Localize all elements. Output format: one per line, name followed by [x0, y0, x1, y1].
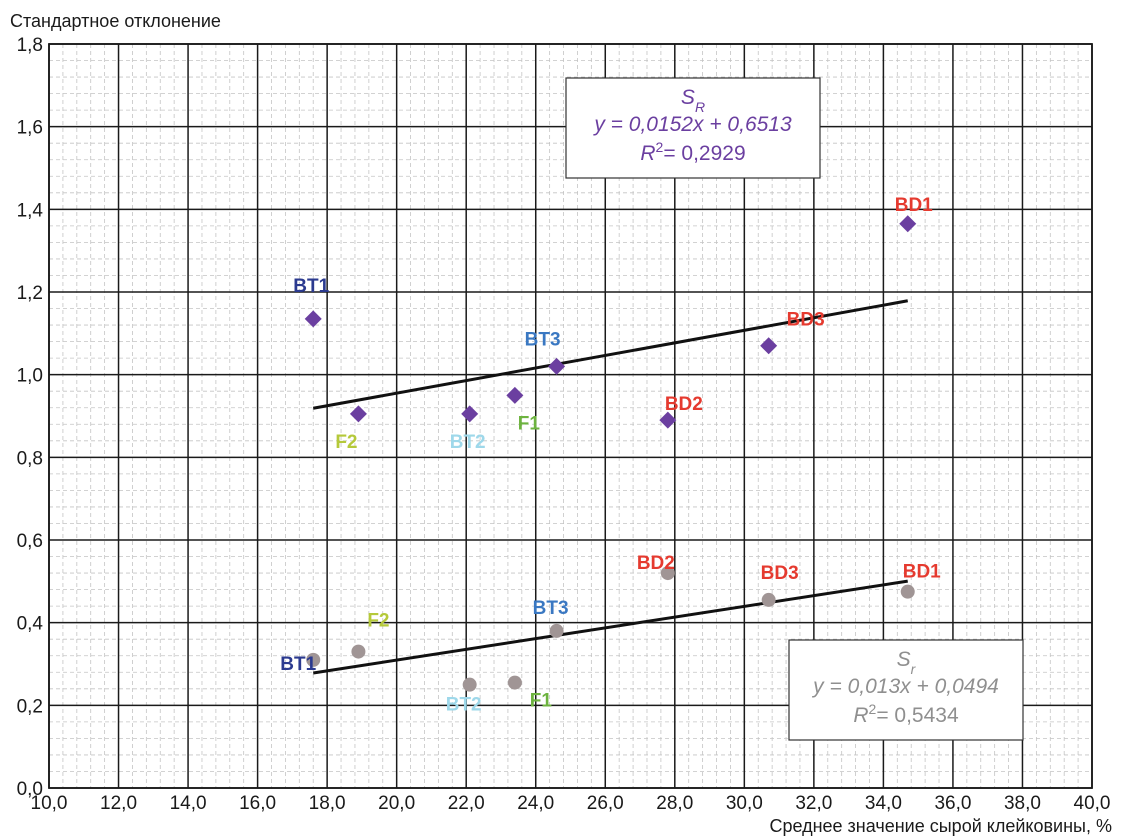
x-axis-title: Среднее значение сырой клейковины, %: [769, 816, 1112, 836]
x-tick-label: 18,0: [309, 793, 346, 814]
sR-equation-frame: [565, 77, 821, 179]
sR-equation-box: SR y = 0,0152x + 0,6513 R2= 0,2929: [565, 77, 821, 179]
sr-equation-symbol: Sr: [897, 648, 917, 677]
x-tick-label: 22,0: [448, 793, 485, 814]
x-tick-label: 20,0: [378, 793, 415, 814]
sR-point-BT2: [461, 405, 479, 423]
sR-point-F2: [349, 405, 367, 423]
y-tick-label: 1,4: [17, 200, 44, 221]
sr-label-F1: F1: [530, 691, 553, 712]
axes: [48, 43, 1093, 789]
sr-point-F2: [351, 644, 366, 659]
sr-equation-r2: R2= 0,5434: [853, 701, 959, 727]
x-tick-label: 14,0: [170, 793, 207, 814]
plot-frame: [48, 43, 1093, 789]
sR-label-BT2: BT2: [450, 432, 486, 453]
sr-equation-frame: [788, 639, 1024, 741]
sR-label-BD3: BD3: [787, 310, 825, 331]
sR-point-BD2: [659, 411, 677, 429]
trendline-sR: [312, 299, 909, 410]
y-tick-label: 1,0: [17, 366, 43, 387]
sr-label-BT2: BT2: [446, 695, 482, 716]
sR-point-F1: [506, 386, 524, 404]
trendline-sr: [312, 579, 908, 675]
x-tick-label: 10,0: [31, 793, 68, 814]
x-tick-label: 36,0: [934, 793, 971, 814]
sR-label-BD2: BD2: [665, 394, 703, 415]
y-tick-label: 0,6: [17, 531, 43, 552]
data-points: [304, 215, 917, 692]
sR-label-BT1: BT1: [293, 276, 329, 297]
sR-point-BD1: [899, 215, 917, 233]
x-tick-labels: 10,0 12,0 14,0 16,0 18,0 20,0 22,0 24,0 26,0 28,0…: [31, 793, 1111, 814]
y-tick-labels: 0,0 0,2 0,4 0,6 0,8 1,0 1,2 1,4 1,6 1,8: [17, 35, 44, 800]
sr-point-BT3: [549, 623, 564, 638]
sR-label-BD1: BD1: [895, 195, 933, 216]
sR-label-BT3: BT3: [525, 329, 561, 350]
x-tick-label: 38,0: [1004, 793, 1041, 814]
y-tick-label: 0,0: [17, 779, 43, 800]
sr-equation-formula: y = 0,013x + 0,0494: [811, 675, 999, 698]
x-tick-label: 12,0: [100, 793, 137, 814]
x-tick-label: 16,0: [239, 793, 276, 814]
y-tick-label: 1,8: [17, 35, 43, 56]
sR-point-BT1: [304, 310, 322, 328]
sR-label-F2: F2: [335, 432, 357, 453]
sr-label-F2: F2: [367, 611, 389, 632]
sR-point-BT3: [548, 357, 566, 375]
y-tick-label: 0,2: [17, 696, 43, 717]
sR-equation-r2: R2= 0,2929: [640, 139, 745, 165]
x-tick-label: 24,0: [517, 793, 554, 814]
x-tick-label: 26,0: [587, 793, 624, 814]
x-tick-label: 34,0: [865, 793, 902, 814]
x-tick-label: 28,0: [656, 793, 693, 814]
y-tick-label: 1,6: [17, 118, 43, 139]
sr-label-BT1: BT1: [280, 654, 316, 675]
y-tick-label: 0,4: [17, 614, 44, 635]
sr-point-BD3: [761, 592, 776, 607]
sR-equation-formula: y = 0,0152x + 0,6513: [592, 113, 792, 136]
sr-point-F1: [507, 675, 522, 690]
x-tick-label: 40,0: [1074, 793, 1111, 814]
data-point-labels: BT1 F2 BT2 F1 BT3 BD2 BD3 BD1 BT1 F2 BT2 F1 BT3 BD2 BD…: [280, 195, 941, 716]
sr-point-BT2: [462, 677, 477, 692]
sr-label-BD1: BD1: [903, 562, 941, 583]
trendlines: [312, 299, 909, 675]
sR-equation-symbol: SR: [681, 86, 705, 115]
sr-point-BD1: [900, 584, 915, 599]
x-tick-label: 30,0: [726, 793, 763, 814]
sr-point-BD2: [660, 566, 675, 581]
sr-equation-box: Sr y = 0,013x + 0,0494 R2= 0,5434: [788, 639, 1024, 741]
sR-label-F1: F1: [518, 413, 541, 434]
y-tick-label: 1,2: [17, 283, 43, 304]
y-tick-label: 0,8: [17, 448, 43, 469]
y-axis-title: Стандартное отклонение: [10, 11, 221, 31]
sr-label-BT3: BT3: [533, 598, 569, 619]
sr-point-BT1: [306, 652, 321, 667]
sr-label-BD2: BD2: [637, 553, 675, 574]
sR-point-BD3: [760, 337, 778, 355]
sr-label-BD3: BD3: [761, 563, 799, 584]
x-tick-label: 32,0: [795, 793, 832, 814]
